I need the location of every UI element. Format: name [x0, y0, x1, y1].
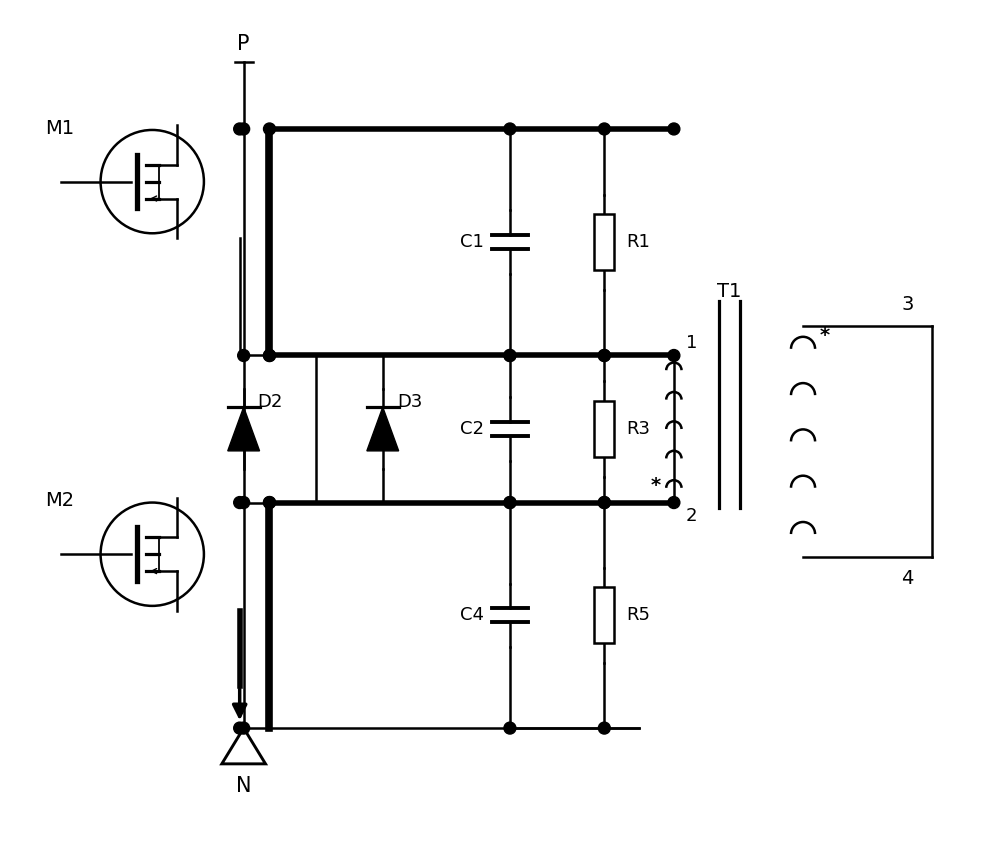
Circle shape [234, 123, 246, 135]
Text: N: N [236, 776, 251, 796]
Circle shape [264, 123, 275, 135]
Circle shape [598, 349, 610, 362]
Text: D2: D2 [258, 393, 283, 411]
Circle shape [238, 497, 250, 509]
Circle shape [668, 123, 680, 135]
Text: R3: R3 [626, 420, 650, 438]
Text: *: * [820, 326, 830, 345]
Text: D3: D3 [398, 393, 423, 411]
Circle shape [598, 123, 610, 135]
Text: 4: 4 [901, 569, 914, 588]
Text: M1: M1 [45, 119, 74, 138]
Text: C1: C1 [460, 234, 484, 251]
Text: P: P [237, 35, 250, 54]
Bar [594, 401, 614, 457]
Polygon shape [367, 407, 399, 451]
Circle shape [234, 722, 246, 734]
Circle shape [234, 497, 246, 509]
Bar [594, 587, 614, 644]
Circle shape [504, 349, 516, 362]
Circle shape [598, 722, 610, 734]
Text: R5: R5 [626, 606, 650, 625]
Circle shape [238, 349, 250, 362]
Circle shape [504, 123, 516, 135]
Circle shape [598, 349, 610, 362]
Circle shape [598, 497, 610, 509]
Circle shape [504, 722, 516, 734]
Text: C4: C4 [460, 606, 484, 625]
Circle shape [598, 497, 610, 509]
Circle shape [668, 497, 680, 509]
Polygon shape [228, 407, 260, 451]
Circle shape [504, 349, 516, 362]
Circle shape [264, 497, 275, 509]
Circle shape [504, 497, 516, 509]
Circle shape [264, 349, 275, 362]
Text: 3: 3 [901, 295, 914, 314]
Text: 2: 2 [686, 507, 697, 524]
Bar [594, 215, 614, 270]
Circle shape [264, 497, 275, 509]
Text: C2: C2 [460, 420, 484, 438]
Circle shape [668, 349, 680, 362]
Text: *: * [651, 476, 661, 495]
Text: R1: R1 [626, 234, 650, 251]
Text: 1: 1 [686, 334, 697, 351]
Circle shape [238, 722, 250, 734]
Circle shape [264, 349, 275, 362]
Circle shape [238, 123, 250, 135]
Text: T1: T1 [717, 282, 742, 301]
Text: M2: M2 [45, 491, 74, 510]
Circle shape [504, 497, 516, 509]
